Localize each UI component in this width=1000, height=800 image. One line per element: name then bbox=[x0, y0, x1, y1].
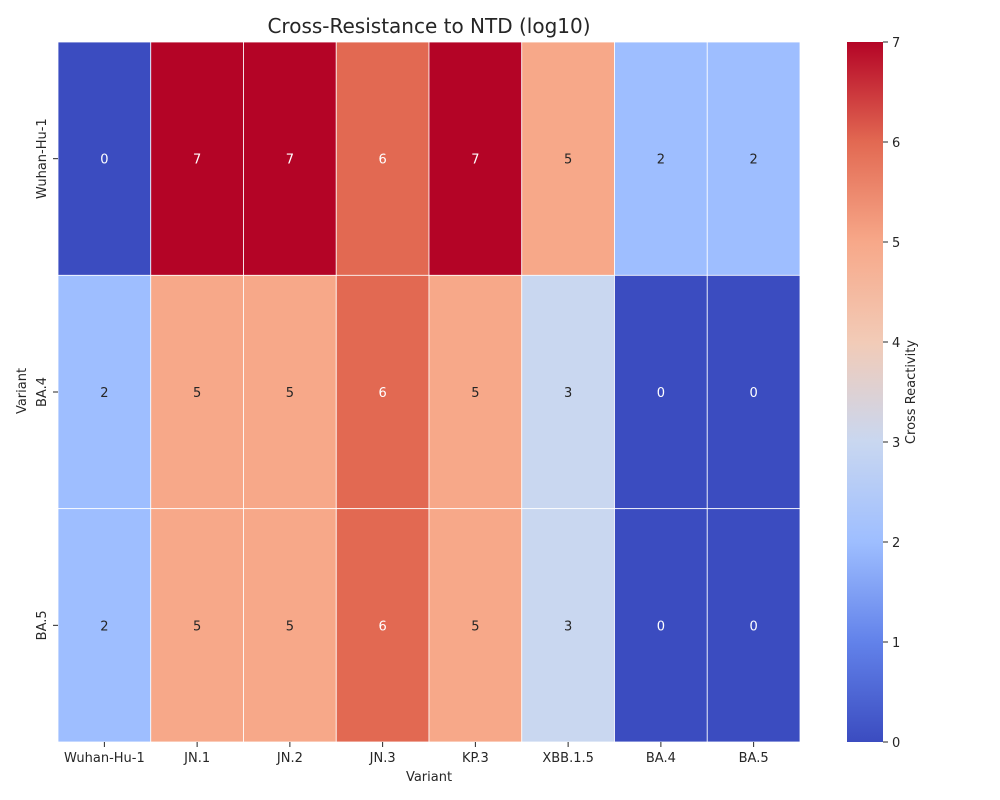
colorbar: 0 1 2 3 4 5 6 7 Cross Reactivity bbox=[847, 36, 919, 751]
y-tick-label: BA.4 bbox=[35, 377, 50, 407]
cell-value-label: 7 bbox=[471, 153, 479, 168]
colorbar-tick-label: 1 bbox=[892, 636, 900, 651]
heatmap-cell bbox=[243, 41, 337, 276]
x-tick-label: JN.3 bbox=[369, 751, 396, 766]
heatmap-cell bbox=[243, 508, 337, 743]
heatmap-cell bbox=[706, 508, 801, 743]
cell-value-label: 6 bbox=[378, 619, 386, 634]
cell-value-label: 0 bbox=[749, 386, 757, 401]
heatmap-cell bbox=[428, 274, 523, 510]
heatmap-cell bbox=[521, 508, 615, 743]
x-axis: Wuhan-Hu-1 JN.1 JN.2 JN.3 KP.3 XBB.1.5 BA.4 BA.… bbox=[64, 742, 769, 766]
cell-value-label: 5 bbox=[193, 619, 201, 634]
cell-value-label: 5 bbox=[471, 386, 479, 401]
heatmap-cell bbox=[335, 274, 430, 510]
x-axis-label: Variant bbox=[406, 770, 452, 785]
y-axis-label: Variant bbox=[15, 368, 30, 414]
heatmap-cell bbox=[614, 41, 708, 276]
cell-value-label: 6 bbox=[378, 153, 386, 168]
heatmap-cell bbox=[706, 41, 801, 276]
colorbar-label: Cross Reactivity bbox=[904, 340, 919, 444]
cell-value-label: 7 bbox=[286, 153, 294, 168]
cell-value-label: 2 bbox=[100, 619, 108, 634]
colorbar-tick-label: 2 bbox=[892, 536, 900, 551]
colorbar-tick-label: 4 bbox=[892, 336, 900, 351]
heatmap-cell bbox=[614, 508, 708, 743]
cell-value-label: 3 bbox=[564, 386, 572, 401]
x-tick-label: JN.2 bbox=[276, 751, 303, 766]
heatmap-cell bbox=[150, 41, 244, 276]
heatmap-cell bbox=[521, 41, 615, 276]
heatmap-cell bbox=[150, 274, 244, 510]
colorbar-tick-label: 6 bbox=[892, 136, 900, 151]
cell-value-label: 0 bbox=[100, 153, 108, 168]
chart-title: Cross-Resistance to NTD (log10) bbox=[267, 14, 590, 38]
cell-value-label: 5 bbox=[286, 386, 294, 401]
x-tick-label: JN.1 bbox=[183, 751, 210, 766]
cell-value-label: 3 bbox=[564, 619, 572, 634]
heatmap-cell bbox=[57, 508, 152, 743]
cell-value-label: 6 bbox=[378, 386, 386, 401]
x-tick-label: KP.3 bbox=[462, 751, 489, 766]
cell-value-label: 2 bbox=[100, 386, 108, 401]
heatmap-cell bbox=[150, 508, 244, 743]
cell-value-label: 5 bbox=[286, 619, 294, 634]
heatmap-cells: 0 7 7 6 7 5 2 2 2 5 5 6 5 3 0 0 2 5 5 6 5 3 0 0 bbox=[57, 41, 801, 743]
heatmap-cell bbox=[335, 41, 430, 276]
colorbar-tick-label: 7 bbox=[892, 36, 900, 51]
cell-value-label: 5 bbox=[193, 386, 201, 401]
colorbar-tick-label: 0 bbox=[892, 736, 900, 751]
y-tick-label: BA.5 bbox=[35, 610, 50, 640]
x-tick-label: BA.5 bbox=[739, 751, 769, 766]
y-tick-label: Wuhan-Hu-1 bbox=[35, 118, 50, 199]
x-tick-label: XBB.1.5 bbox=[542, 751, 594, 766]
heatmap-cell bbox=[57, 41, 152, 276]
cell-value-label: 2 bbox=[749, 153, 757, 168]
heatmap-cell bbox=[428, 508, 523, 743]
heatmap-cell bbox=[335, 508, 430, 743]
cell-value-label: 0 bbox=[749, 619, 757, 634]
cell-value-label: 0 bbox=[657, 386, 665, 401]
heatmap-cell bbox=[521, 274, 615, 510]
colorbar-tick-label: 5 bbox=[892, 236, 900, 251]
cell-value-label: 0 bbox=[657, 619, 665, 634]
heatmap-cell bbox=[614, 274, 708, 510]
y-axis: Wuhan-Hu-1 BA.4 BA.5 bbox=[35, 118, 58, 640]
heatmap-cell bbox=[428, 41, 523, 276]
colorbar-ticks: 0 1 2 3 4 5 6 7 bbox=[883, 36, 900, 751]
colorbar-tick-label: 3 bbox=[892, 436, 900, 451]
x-tick-label: Wuhan-Hu-1 bbox=[64, 751, 145, 766]
cell-value-label: 7 bbox=[193, 153, 201, 168]
cell-value-label: 5 bbox=[564, 153, 572, 168]
cell-value-label: 5 bbox=[471, 619, 479, 634]
cell-value-label: 2 bbox=[657, 153, 665, 168]
heatmap-cell bbox=[706, 274, 801, 510]
colorbar-gradient bbox=[847, 42, 883, 742]
x-tick-label: BA.4 bbox=[646, 751, 676, 766]
